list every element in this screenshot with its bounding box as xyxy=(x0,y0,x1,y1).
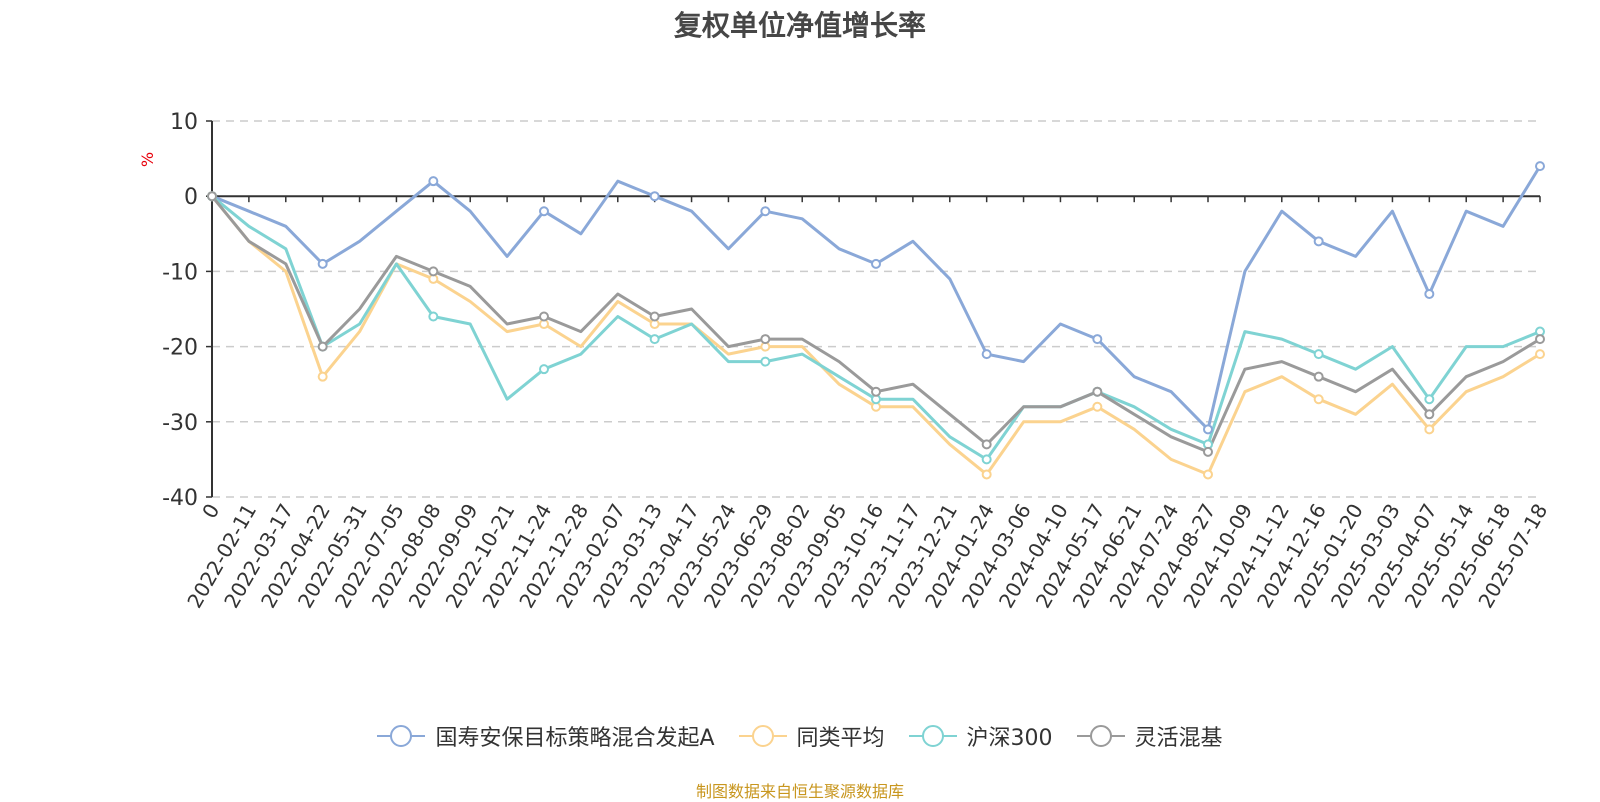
data-point xyxy=(1092,401,1103,412)
data-point xyxy=(1424,409,1435,420)
series-markers xyxy=(207,161,1545,480)
chart-title: 复权单位净值增长率 xyxy=(673,9,926,42)
legend-swatch-icon xyxy=(908,725,957,747)
data-point xyxy=(539,364,549,375)
line-chart: 10 0 -10 -20 -30 -40 02022-02-112022-03-17202… xyxy=(162,110,1552,612)
data-point xyxy=(981,439,992,450)
series-line-3 xyxy=(210,194,1542,454)
data-point xyxy=(1535,349,1545,360)
data-point xyxy=(1424,424,1435,435)
legend-label: 国寿安保目标策略混合发起A xyxy=(435,726,715,751)
legend-label: 灵活混基 xyxy=(1134,726,1223,751)
data-point xyxy=(760,356,771,367)
data-point xyxy=(539,311,549,322)
y-tick-label: -20 xyxy=(162,336,198,361)
x-tick-label: 0 xyxy=(197,500,224,523)
legend-swatch-icon xyxy=(377,725,426,747)
data-point xyxy=(1203,424,1213,435)
data-point xyxy=(760,334,771,345)
legend-item-3[interactable]: 灵活混基 xyxy=(1076,720,1223,752)
data-point xyxy=(649,311,660,322)
data-point xyxy=(1424,394,1435,405)
data-point xyxy=(1313,371,1324,382)
legend-item-2[interactable]: 沪深300 xyxy=(908,720,1053,752)
gridlines xyxy=(212,120,1540,498)
data-point xyxy=(1535,334,1545,345)
y-tick-label: -40 xyxy=(162,486,198,511)
legend-item-0[interactable]: 国寿安保目标策略混合发起A xyxy=(377,720,715,752)
data-point xyxy=(1092,334,1103,345)
data-point xyxy=(1535,161,1545,172)
data-point xyxy=(317,371,328,382)
y-tick-label: 10 xyxy=(170,110,198,135)
legend-label: 同类平均 xyxy=(796,726,885,751)
y-axis-ticks: 10 0 -10 -20 -30 -40 xyxy=(162,110,212,511)
data-point xyxy=(1313,394,1324,405)
data-point xyxy=(207,191,217,202)
data-point xyxy=(317,258,328,269)
series-line-2 xyxy=(210,194,1542,461)
y-tick-label: -10 xyxy=(162,260,198,285)
data-point xyxy=(1203,446,1213,457)
data-point xyxy=(428,311,439,322)
series-line-1 xyxy=(210,194,1542,476)
data-point xyxy=(649,191,660,202)
data-point xyxy=(649,334,660,345)
data-point xyxy=(539,206,549,217)
y-tick-label: 0 xyxy=(184,185,198,210)
legend-item-1[interactable]: 同类平均 xyxy=(738,720,885,752)
data-point xyxy=(317,341,328,352)
data-point xyxy=(428,266,439,277)
data-point xyxy=(428,176,439,187)
data-point xyxy=(871,386,881,397)
data-point xyxy=(1313,236,1324,247)
legend-label: 沪深300 xyxy=(966,726,1053,751)
data-point xyxy=(871,258,881,269)
legend: 国寿安保目标策略混合发起A 同类平均 沪深300 灵活混基 xyxy=(0,720,1600,752)
y-tick-label: -30 xyxy=(162,411,198,436)
data-point xyxy=(1424,288,1435,299)
data-point xyxy=(981,349,992,360)
series-lines xyxy=(210,164,1542,476)
axes xyxy=(211,121,1540,497)
data-point xyxy=(1313,349,1324,360)
data-point xyxy=(981,454,992,465)
data-point xyxy=(981,469,992,480)
data-point xyxy=(760,206,771,217)
legend-swatch-icon xyxy=(1076,725,1125,747)
data-point xyxy=(1203,469,1213,480)
data-source-note: 制图数据来自恒生聚源数据库 xyxy=(695,782,904,801)
x-axis-ticks: 02022-02-112022-03-172022-04-222022-05-3… xyxy=(182,196,1552,612)
legend-swatch-icon xyxy=(738,725,787,747)
data-point xyxy=(1092,386,1103,397)
